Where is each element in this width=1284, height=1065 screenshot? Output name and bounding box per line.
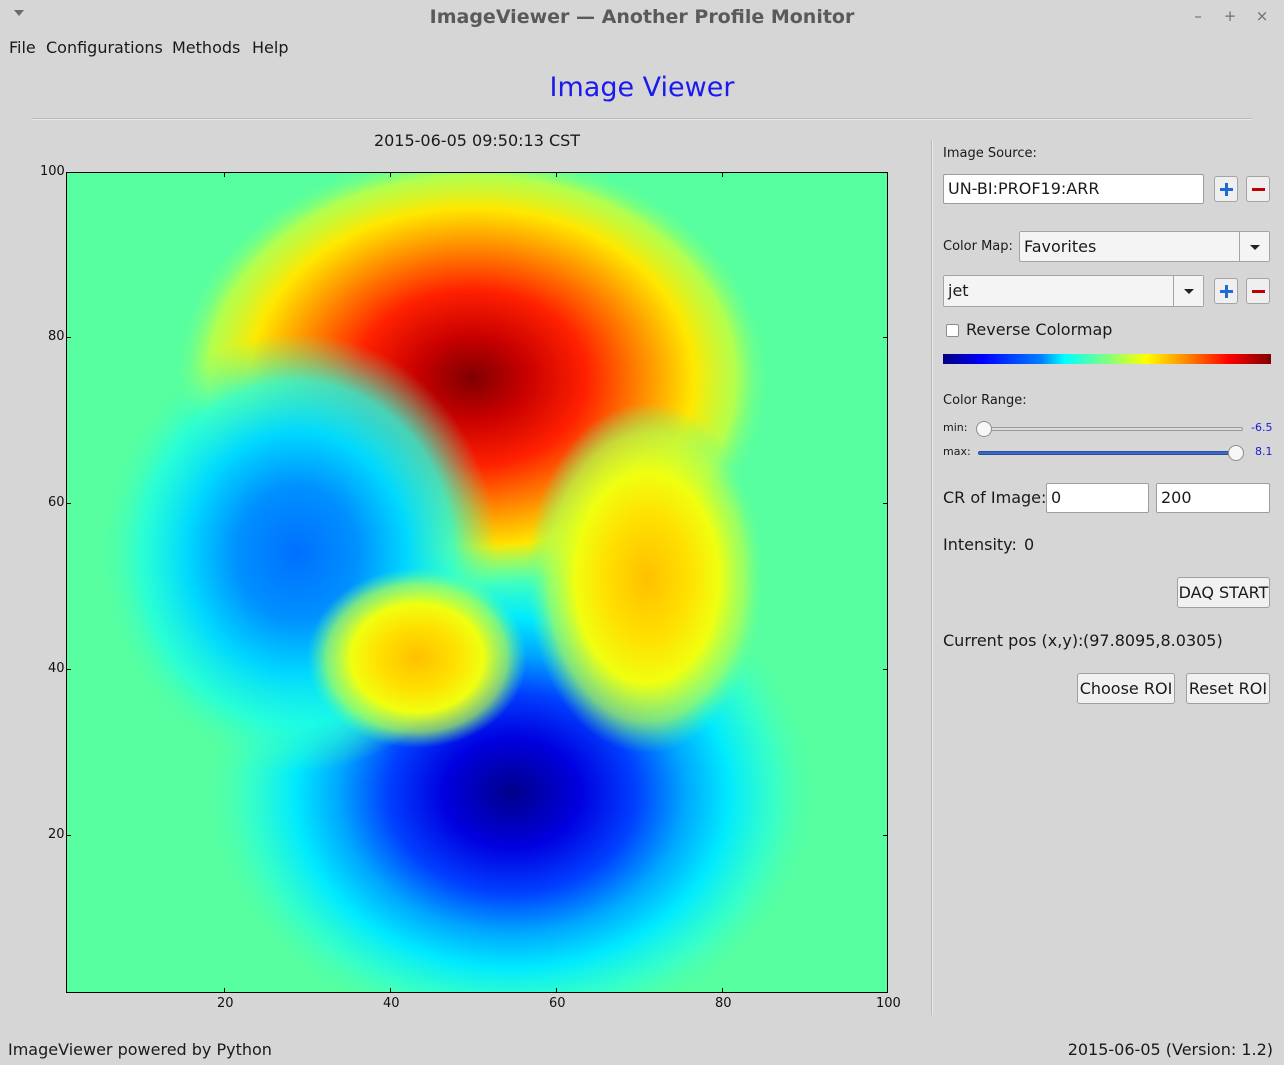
chevron-down-icon[interactable]	[1239, 232, 1269, 261]
minimize-icon[interactable]: –	[1194, 7, 1202, 25]
title-bar: ImageViewer — Another Profile Monitor – …	[0, 0, 1284, 34]
x-tick	[556, 172, 557, 177]
y-tick	[66, 503, 71, 504]
reverse-colormap-checkbox[interactable]	[946, 324, 959, 337]
min-label: min:	[943, 421, 968, 434]
x-tick	[556, 988, 557, 993]
image-canvas	[67, 173, 887, 992]
cr-min-input[interactable]: 0	[1046, 483, 1149, 513]
y-tick-label: 20	[48, 827, 65, 842]
x-tick	[224, 988, 225, 993]
current-pos-label: Current pos (x,y):	[943, 631, 1084, 650]
min-value: -6.5	[1251, 421, 1273, 434]
x-tick-label: 100	[876, 996, 901, 1011]
menu-bar: File Configurations Methods Help	[0, 34, 1284, 60]
choose-roi-button[interactable]: Choose ROI	[1077, 673, 1175, 704]
y-tick	[883, 337, 888, 338]
min-slider-track[interactable]	[978, 427, 1243, 431]
maximize-icon[interactable]: +	[1223, 7, 1237, 25]
page-title: Image Viewer	[549, 72, 735, 103]
color-map-select[interactable]: jet	[943, 275, 1204, 307]
plot-timestamp: 2015-06-05 09:50:13 CST	[373, 131, 581, 150]
menu-methods[interactable]: Methods	[172, 38, 241, 57]
add-colormap-button[interactable]	[1214, 278, 1238, 304]
y-tick	[66, 835, 71, 836]
color-range-label: Color Range:	[943, 393, 1027, 408]
peak-high-right	[527, 403, 767, 753]
window-title: ImageViewer — Another Profile Monitor	[429, 6, 855, 28]
menu-file[interactable]: File	[9, 38, 36, 57]
max-slider-track[interactable]	[978, 451, 1243, 455]
y-tick	[883, 835, 888, 836]
reset-roi-button[interactable]: Reset ROI	[1186, 673, 1270, 704]
header-divider	[32, 118, 1252, 120]
colorbar	[943, 354, 1271, 364]
status-left: ImageViewer powered by Python	[8, 1040, 272, 1059]
y-tick	[66, 337, 71, 338]
y-tick-label: 100	[40, 164, 65, 179]
color-map-label: Color Map:	[943, 239, 1013, 254]
close-icon[interactable]: ×	[1255, 7, 1269, 25]
image-source-label: Image Source:	[943, 146, 1037, 161]
y-tick	[883, 503, 888, 504]
min-slider-handle[interactable]	[976, 421, 992, 437]
panel-divider	[931, 140, 933, 1015]
max-label: max:	[943, 445, 971, 458]
window-menu-icon[interactable]	[14, 10, 24, 16]
menu-help[interactable]: Help	[252, 38, 289, 57]
max-value: 8.1	[1255, 445, 1273, 458]
color-map-value: jet	[948, 281, 969, 300]
x-tick	[722, 172, 723, 177]
image-source-input[interactable]: UN-BI:PROF19:ARR	[943, 174, 1204, 204]
peak-high-small	[307, 568, 527, 748]
y-tick-label: 60	[48, 495, 65, 510]
cr-label: CR of Image:	[943, 488, 1047, 507]
x-tick-label: 60	[549, 996, 566, 1011]
y-tick-label: 80	[48, 329, 65, 344]
x-tick	[224, 172, 225, 177]
max-slider-handle[interactable]	[1228, 445, 1244, 461]
add-source-button[interactable]	[1214, 176, 1238, 202]
x-tick-label: 80	[715, 996, 732, 1011]
color-map-group-select[interactable]: Favorites	[1019, 231, 1270, 262]
current-pos-value: (97.8095,8.0305)	[1083, 631, 1223, 650]
intensity-value: 0	[1024, 535, 1035, 554]
remove-source-button[interactable]	[1246, 176, 1270, 202]
intensity-label: Intensity:	[943, 535, 1017, 554]
x-tick-label: 20	[217, 996, 234, 1011]
daq-start-button[interactable]: DAQ START	[1177, 577, 1270, 608]
y-tick	[883, 669, 888, 670]
y-tick-label: 40	[48, 661, 65, 676]
image-plot[interactable]	[66, 172, 888, 993]
x-tick	[722, 988, 723, 993]
menu-configurations[interactable]: Configurations	[46, 38, 163, 57]
reverse-colormap-label: Reverse Colormap	[966, 320, 1113, 339]
chevron-down-icon[interactable]	[1173, 276, 1203, 306]
y-tick	[66, 669, 71, 670]
x-tick	[390, 988, 391, 993]
remove-colormap-button[interactable]	[1246, 278, 1270, 304]
status-right: 2015-06-05 (Version: 1.2)	[1067, 1040, 1273, 1059]
color-map-group-value: Favorites	[1024, 237, 1097, 256]
x-tick-label: 40	[383, 996, 400, 1011]
x-tick	[390, 172, 391, 177]
cr-max-input[interactable]: 200	[1156, 483, 1270, 513]
